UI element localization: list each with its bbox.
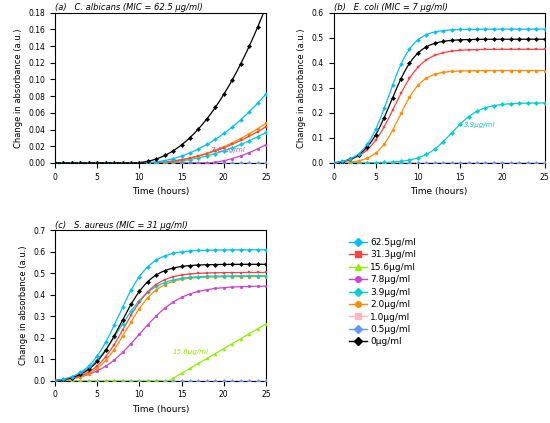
Y-axis label: Change in absorbance (a.u.): Change in absorbance (a.u.): [14, 28, 23, 148]
Text: (c)   S. aureus (MIC = 31 μg/ml): (c) S. aureus (MIC = 31 μg/ml): [55, 221, 188, 230]
Text: 15.6μg/ml: 15.6μg/ml: [173, 349, 209, 355]
Y-axis label: Change in absorbance (a.u.): Change in absorbance (a.u.): [19, 246, 28, 365]
X-axis label: Time (hours): Time (hours): [132, 187, 189, 196]
Text: (a)   C. albicans (MIC = 62.5 μg/ml): (a) C. albicans (MIC = 62.5 μg/ml): [55, 3, 203, 12]
Text: 3.9μg/ml: 3.9μg/ml: [464, 121, 496, 128]
Text: (b)   E. coli (MIC = 7 μg/ml): (b) E. coli (MIC = 7 μg/ml): [333, 3, 447, 12]
Legend: 62.5μg/ml, 31.3μg/ml, 15.6μg/ml, 7.8μg/ml, 3.9μg/ml, 2.0μg/ml, 1.0μg/ml, 0.5μg/m: 62.5μg/ml, 31.3μg/ml, 15.6μg/ml, 7.8μg/m…: [349, 238, 416, 346]
Text: 7.8 μg/ml: 7.8 μg/ml: [211, 147, 245, 153]
X-axis label: Time (hours): Time (hours): [410, 187, 468, 196]
X-axis label: Time (hours): Time (hours): [132, 405, 189, 414]
Y-axis label: Change in absorbance (a.u.): Change in absorbance (a.u.): [297, 28, 306, 148]
